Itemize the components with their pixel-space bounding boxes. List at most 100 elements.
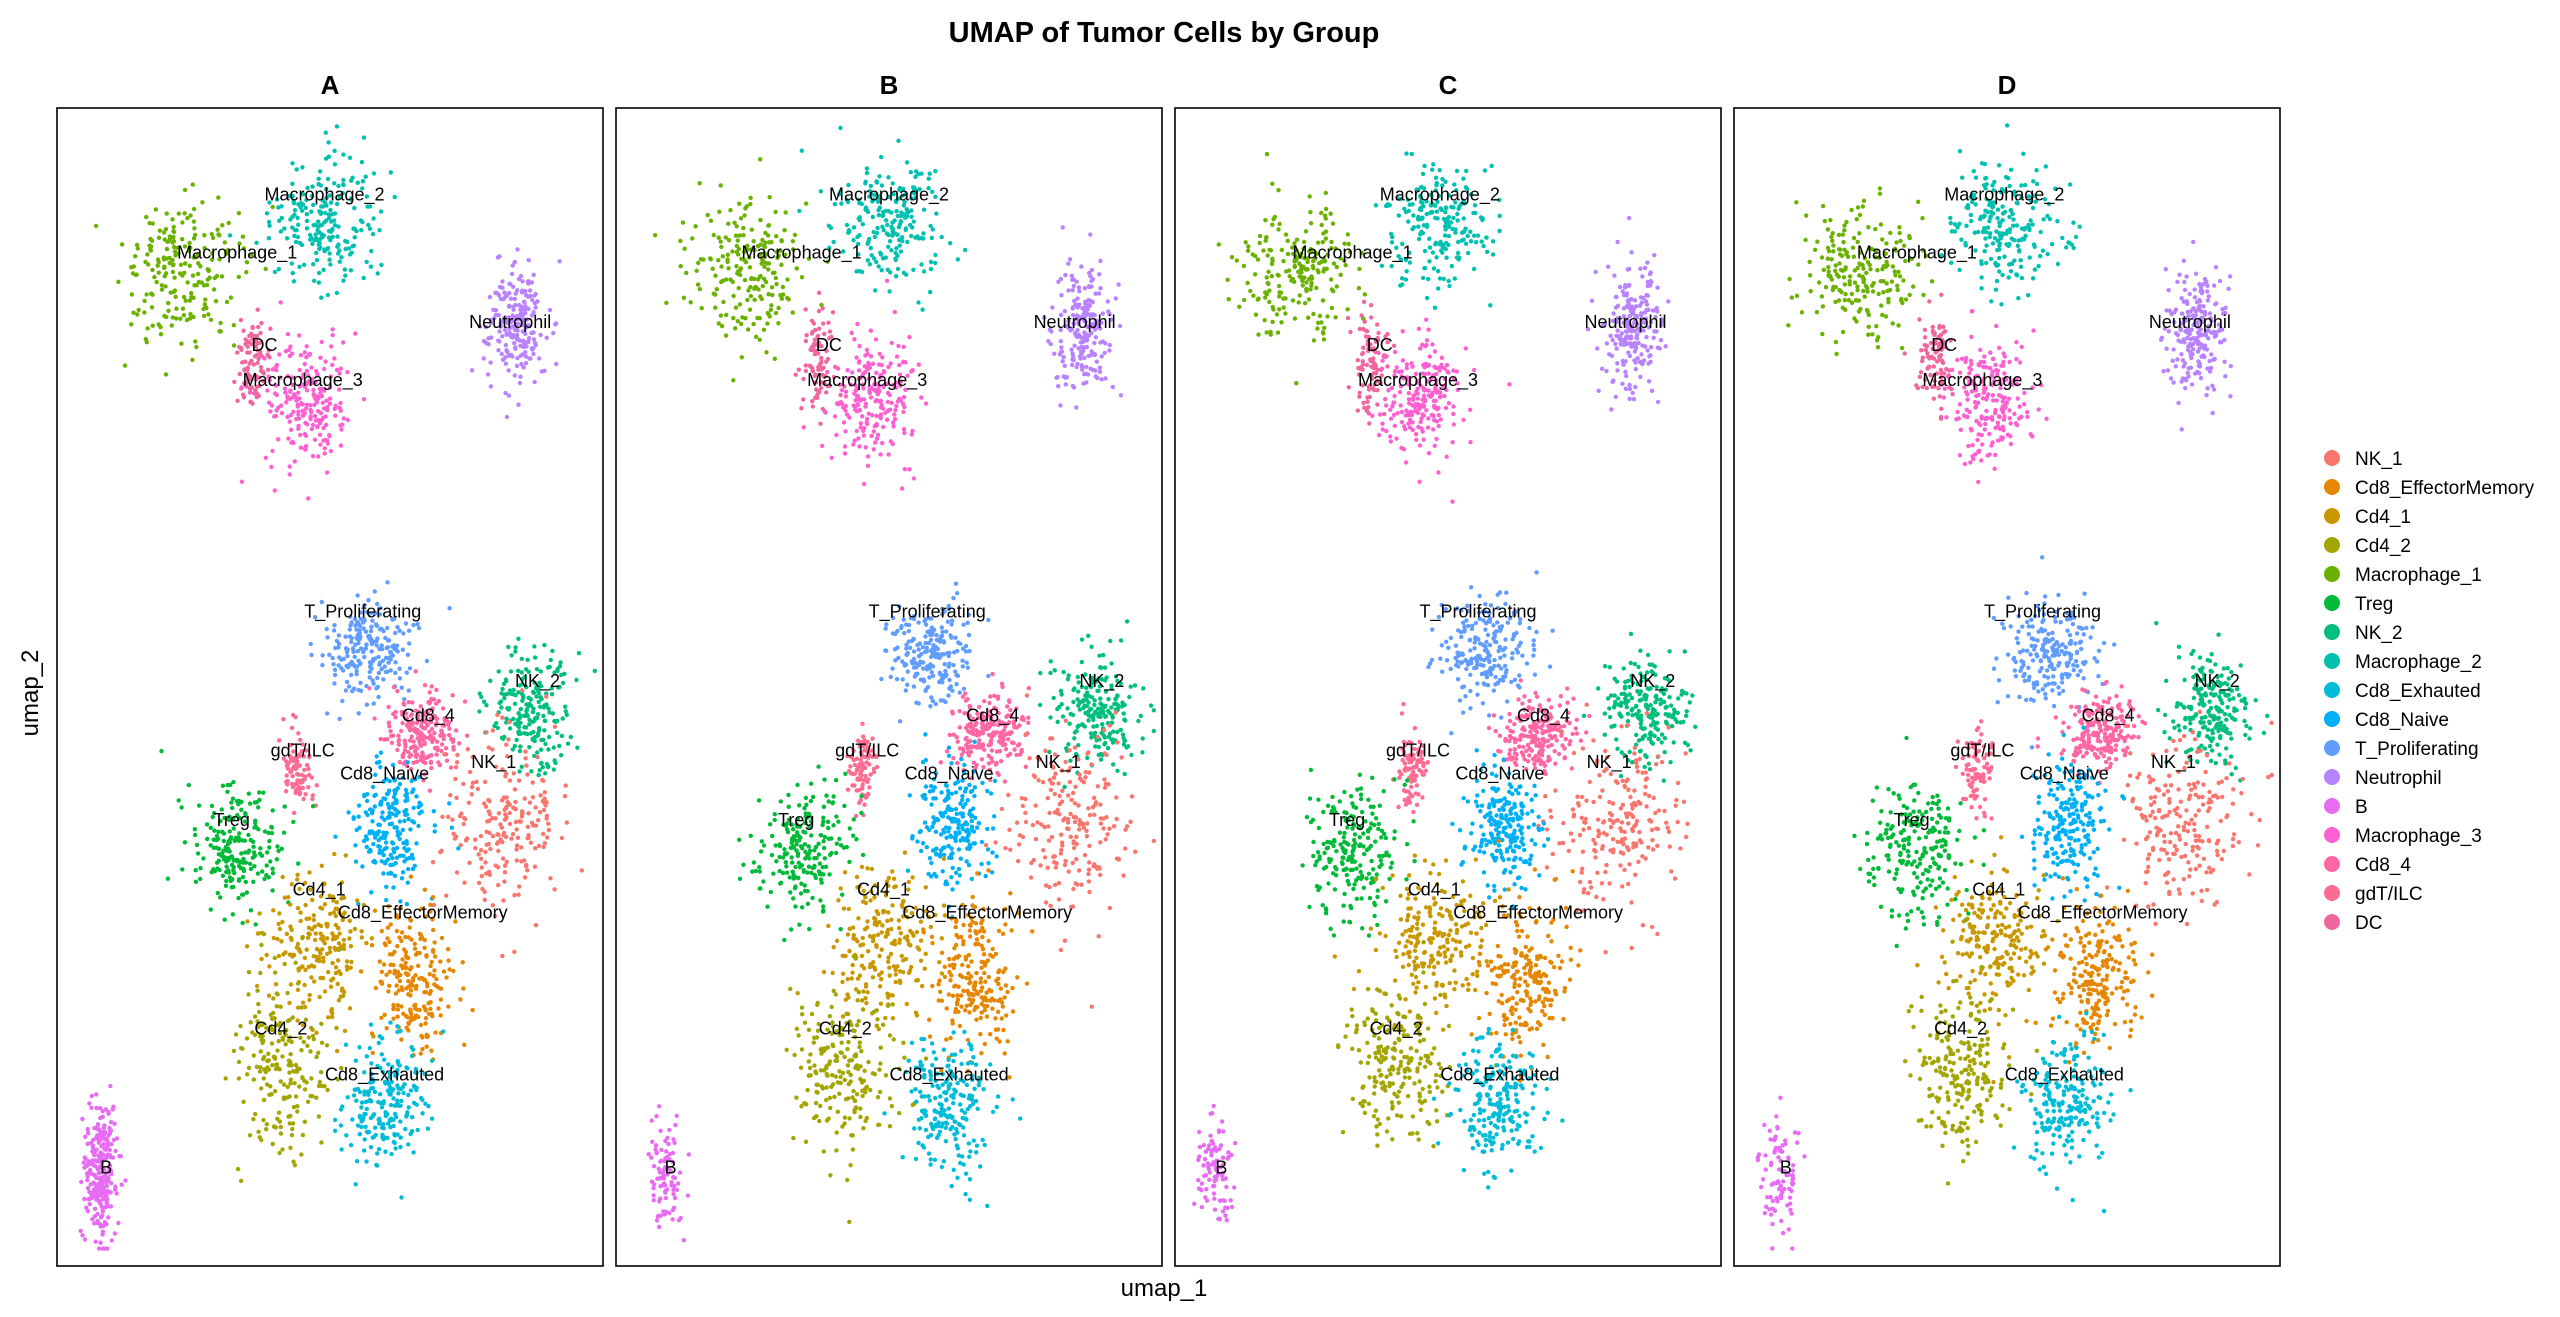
point bbox=[358, 616, 363, 622]
point bbox=[551, 330, 556, 336]
point bbox=[1084, 380, 1089, 385]
point bbox=[1057, 704, 1062, 710]
point bbox=[324, 398, 329, 403]
point bbox=[430, 860, 436, 865]
point bbox=[195, 271, 201, 277]
point bbox=[221, 838, 226, 844]
point bbox=[516, 313, 522, 319]
point bbox=[878, 452, 883, 457]
point bbox=[875, 432, 881, 437]
point bbox=[400, 720, 405, 726]
point bbox=[1082, 724, 1087, 729]
point bbox=[266, 1067, 271, 1072]
point bbox=[1071, 699, 1076, 705]
point bbox=[288, 344, 293, 349]
point bbox=[1128, 684, 1134, 689]
point bbox=[856, 360, 862, 365]
point bbox=[1070, 357, 1075, 362]
point bbox=[779, 262, 784, 267]
point bbox=[514, 363, 520, 369]
point bbox=[379, 1105, 385, 1110]
point bbox=[297, 367, 302, 373]
point bbox=[438, 733, 443, 738]
point bbox=[287, 472, 292, 477]
point bbox=[319, 863, 324, 868]
point bbox=[481, 699, 487, 704]
point bbox=[367, 831, 372, 836]
point bbox=[427, 972, 432, 977]
point bbox=[246, 970, 252, 975]
point bbox=[855, 321, 860, 327]
point bbox=[262, 829, 268, 834]
point bbox=[438, 1013, 443, 1018]
point bbox=[285, 990, 290, 996]
point bbox=[510, 263, 515, 268]
point bbox=[399, 938, 404, 944]
point bbox=[207, 275, 212, 280]
point bbox=[311, 387, 316, 393]
point bbox=[542, 642, 547, 648]
point bbox=[257, 790, 262, 795]
point bbox=[353, 642, 358, 647]
point bbox=[919, 651, 924, 657]
point bbox=[512, 340, 517, 346]
point bbox=[518, 744, 523, 749]
point bbox=[142, 298, 147, 304]
point bbox=[309, 652, 314, 658]
point bbox=[961, 622, 966, 627]
point bbox=[330, 960, 335, 966]
point bbox=[188, 245, 193, 250]
point bbox=[100, 1209, 106, 1214]
point bbox=[338, 1107, 344, 1112]
point bbox=[423, 1021, 428, 1026]
point bbox=[394, 643, 400, 648]
point bbox=[105, 1188, 111, 1194]
point bbox=[510, 747, 515, 752]
point bbox=[879, 268, 884, 273]
point bbox=[293, 1062, 299, 1068]
point bbox=[995, 770, 1000, 776]
point bbox=[719, 244, 724, 250]
point bbox=[131, 310, 136, 315]
point bbox=[735, 238, 740, 243]
point bbox=[372, 804, 377, 809]
point bbox=[907, 467, 912, 472]
point bbox=[247, 861, 253, 866]
point bbox=[482, 779, 488, 785]
point bbox=[328, 448, 334, 454]
point bbox=[1065, 677, 1071, 682]
point bbox=[319, 1070, 324, 1075]
point bbox=[527, 288, 533, 293]
point bbox=[1109, 661, 1114, 666]
point bbox=[264, 873, 269, 878]
point bbox=[266, 1051, 271, 1057]
point bbox=[506, 737, 511, 742]
point bbox=[244, 890, 250, 895]
point bbox=[880, 440, 885, 446]
point bbox=[354, 668, 359, 674]
point bbox=[289, 742, 294, 748]
point bbox=[1059, 345, 1064, 350]
point bbox=[547, 710, 552, 715]
point bbox=[411, 1016, 416, 1022]
point bbox=[83, 1134, 88, 1140]
point bbox=[266, 219, 272, 225]
point bbox=[204, 822, 210, 827]
point bbox=[368, 628, 374, 634]
point bbox=[388, 170, 393, 175]
point bbox=[354, 1159, 360, 1164]
point bbox=[293, 394, 298, 400]
point bbox=[292, 208, 298, 213]
point bbox=[447, 606, 452, 611]
point bbox=[1105, 746, 1111, 751]
point bbox=[497, 339, 502, 344]
point bbox=[242, 367, 247, 372]
point bbox=[405, 1110, 410, 1115]
point bbox=[916, 300, 921, 305]
point bbox=[395, 649, 400, 654]
point bbox=[469, 368, 475, 373]
point bbox=[106, 1133, 111, 1138]
point bbox=[232, 838, 237, 843]
point bbox=[1126, 744, 1131, 749]
point bbox=[306, 964, 311, 970]
